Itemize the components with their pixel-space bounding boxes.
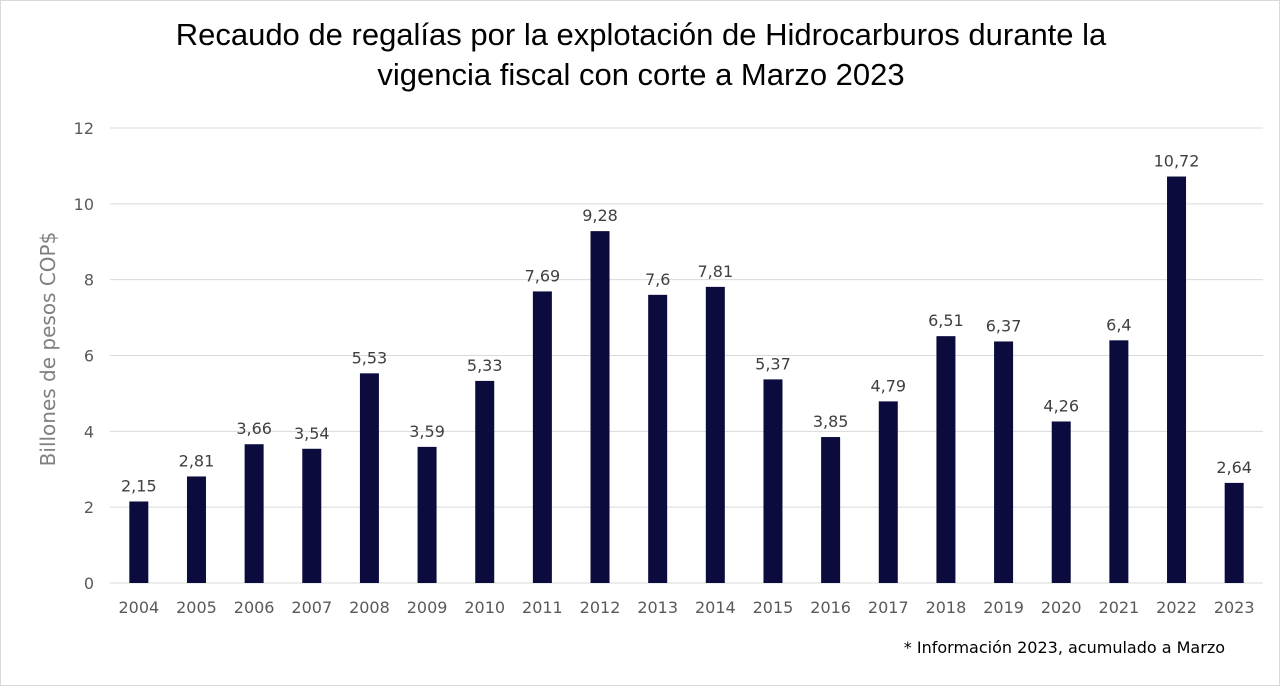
gridlines [110, 127, 1263, 584]
y-tick-label: 10 [74, 195, 94, 214]
data-label: 2,64 [1216, 458, 1252, 477]
y-tick-label: 6 [84, 347, 94, 366]
x-tick-label: 2015 [753, 598, 794, 617]
y-tick-label: 8 [84, 271, 94, 290]
x-tick-label: 2017 [868, 598, 909, 617]
y-tick-label: 2 [84, 498, 94, 517]
x-tick-label: 2005 [176, 598, 217, 617]
x-tick-label: 2011 [522, 598, 563, 617]
y-tick-label: 12 [74, 119, 94, 138]
bar [936, 336, 956, 583]
bar [1051, 421, 1071, 583]
x-tick-label: 2014 [695, 598, 736, 617]
data-label: 10,72 [1154, 152, 1200, 171]
data-label: 9,28 [582, 206, 618, 225]
x-tick-label: 2010 [464, 598, 505, 617]
data-label: 7,81 [698, 262, 734, 281]
data-label: 7,69 [525, 266, 561, 285]
x-tick-label: 2007 [291, 598, 332, 617]
bar [590, 231, 610, 583]
bar [475, 380, 495, 583]
x-tick-labels: 2004 2005 2006 2007 2008 2009 2010 2011 2012 2013… [118, 598, 1254, 617]
bar [302, 448, 322, 583]
data-label: 3,85 [813, 412, 849, 431]
data-label: 5,37 [755, 354, 791, 373]
chart-title: Recaudo de regalías por la explotación d… [175, 17, 1107, 92]
y-tick-labels: 0 2 4 6 8 10 12 [74, 119, 94, 593]
data-label: 6,37 [986, 316, 1022, 335]
bar [821, 437, 841, 583]
data-label: 5,33 [467, 356, 503, 375]
bar [1224, 482, 1244, 583]
bar [129, 501, 149, 583]
data-label: 6,4 [1106, 315, 1131, 334]
data-label: 3,59 [409, 422, 445, 441]
bar [359, 373, 379, 583]
bar [1109, 340, 1129, 583]
bar [1167, 176, 1187, 584]
bar [705, 286, 725, 583]
data-label: 5,53 [352, 348, 388, 367]
x-tick-label: 2008 [349, 598, 390, 617]
bar [994, 341, 1014, 583]
bar [878, 401, 898, 583]
data-label: 4,26 [1043, 396, 1079, 415]
x-tick-label: 2018 [926, 598, 967, 617]
bar [532, 291, 552, 583]
footnote: * Información 2023, acumulado a Marzo [903, 638, 1225, 657]
y-tick-label: 0 [84, 574, 94, 593]
bar [648, 294, 668, 583]
x-tick-label: 2019 [983, 598, 1024, 617]
x-tick-label: 2022 [1156, 598, 1197, 617]
x-tick-label: 2020 [1041, 598, 1082, 617]
bar [244, 444, 264, 583]
bar [417, 446, 437, 583]
data-label: 2,81 [179, 451, 215, 470]
x-tick-label: 2004 [118, 598, 159, 617]
x-tick-label: 2013 [637, 598, 678, 617]
bars [129, 176, 1244, 584]
data-label: 2,15 [121, 476, 157, 495]
x-tick-label: 2016 [810, 598, 851, 617]
x-tick-label: 2023 [1214, 598, 1255, 617]
data-label: 4,79 [870, 376, 906, 395]
bar [763, 379, 783, 583]
x-tick-label: 2009 [407, 598, 448, 617]
data-label: 3,54 [294, 424, 330, 443]
data-labels: 2,15 2,81 3,66 3,54 5,53 3,59 5,33 7,69 9,28 7,6 7… [121, 152, 1252, 496]
y-tick-label: 4 [84, 422, 94, 441]
x-tick-label: 2012 [580, 598, 621, 617]
x-tick-label: 2021 [1099, 598, 1140, 617]
data-label: 3,66 [236, 419, 272, 438]
data-label: 6,51 [928, 311, 964, 330]
bar [186, 476, 206, 583]
x-tick-label: 2006 [234, 598, 275, 617]
data-label: 7,6 [645, 270, 670, 289]
